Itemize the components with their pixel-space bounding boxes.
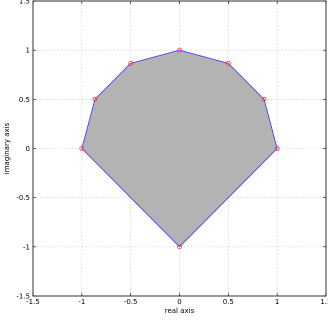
y-tick-label: -1 bbox=[23, 243, 30, 251]
y-tick-label: -1.5 bbox=[16, 293, 30, 301]
x-axis-label: real axis bbox=[165, 307, 195, 315]
data-point bbox=[79, 146, 85, 151]
data-point bbox=[177, 244, 182, 250]
data-point bbox=[92, 96, 98, 102]
y-tick-label: 0 bbox=[26, 145, 30, 153]
markers bbox=[79, 47, 280, 250]
x-tick-label: -1.5 bbox=[26, 298, 40, 306]
x-tick-label: -0.5 bbox=[124, 298, 138, 306]
x-tick-label: 0.5 bbox=[223, 298, 234, 306]
tick-labels: -1.5 -1 -0.5 0 0.5 1 1.5 -1.5 -1 -0.5 0 0.5 1 1.5 bbox=[16, 0, 328, 306]
data-point bbox=[274, 146, 280, 151]
data-point bbox=[261, 96, 267, 102]
x-tick-label: 1 bbox=[275, 298, 279, 306]
polygon-layer bbox=[81, 49, 278, 248]
ticks bbox=[32, 0, 327, 297]
y-tick-label: 0.5 bbox=[19, 96, 30, 104]
data-point bbox=[225, 60, 231, 66]
y-axis-label: imaginary axis bbox=[3, 122, 11, 174]
filled-polygon bbox=[81, 49, 278, 248]
data-point bbox=[177, 47, 182, 53]
y-tick-label: 1 bbox=[26, 47, 30, 55]
x-tick-label: 0 bbox=[177, 298, 181, 306]
y-tick-label: 1.5 bbox=[19, 0, 30, 6]
x-tick-label: -1 bbox=[78, 298, 85, 306]
x-tick-label: 1.5 bbox=[320, 298, 328, 306]
y-tick-label: -0.5 bbox=[16, 194, 30, 202]
data-point bbox=[128, 60, 134, 66]
